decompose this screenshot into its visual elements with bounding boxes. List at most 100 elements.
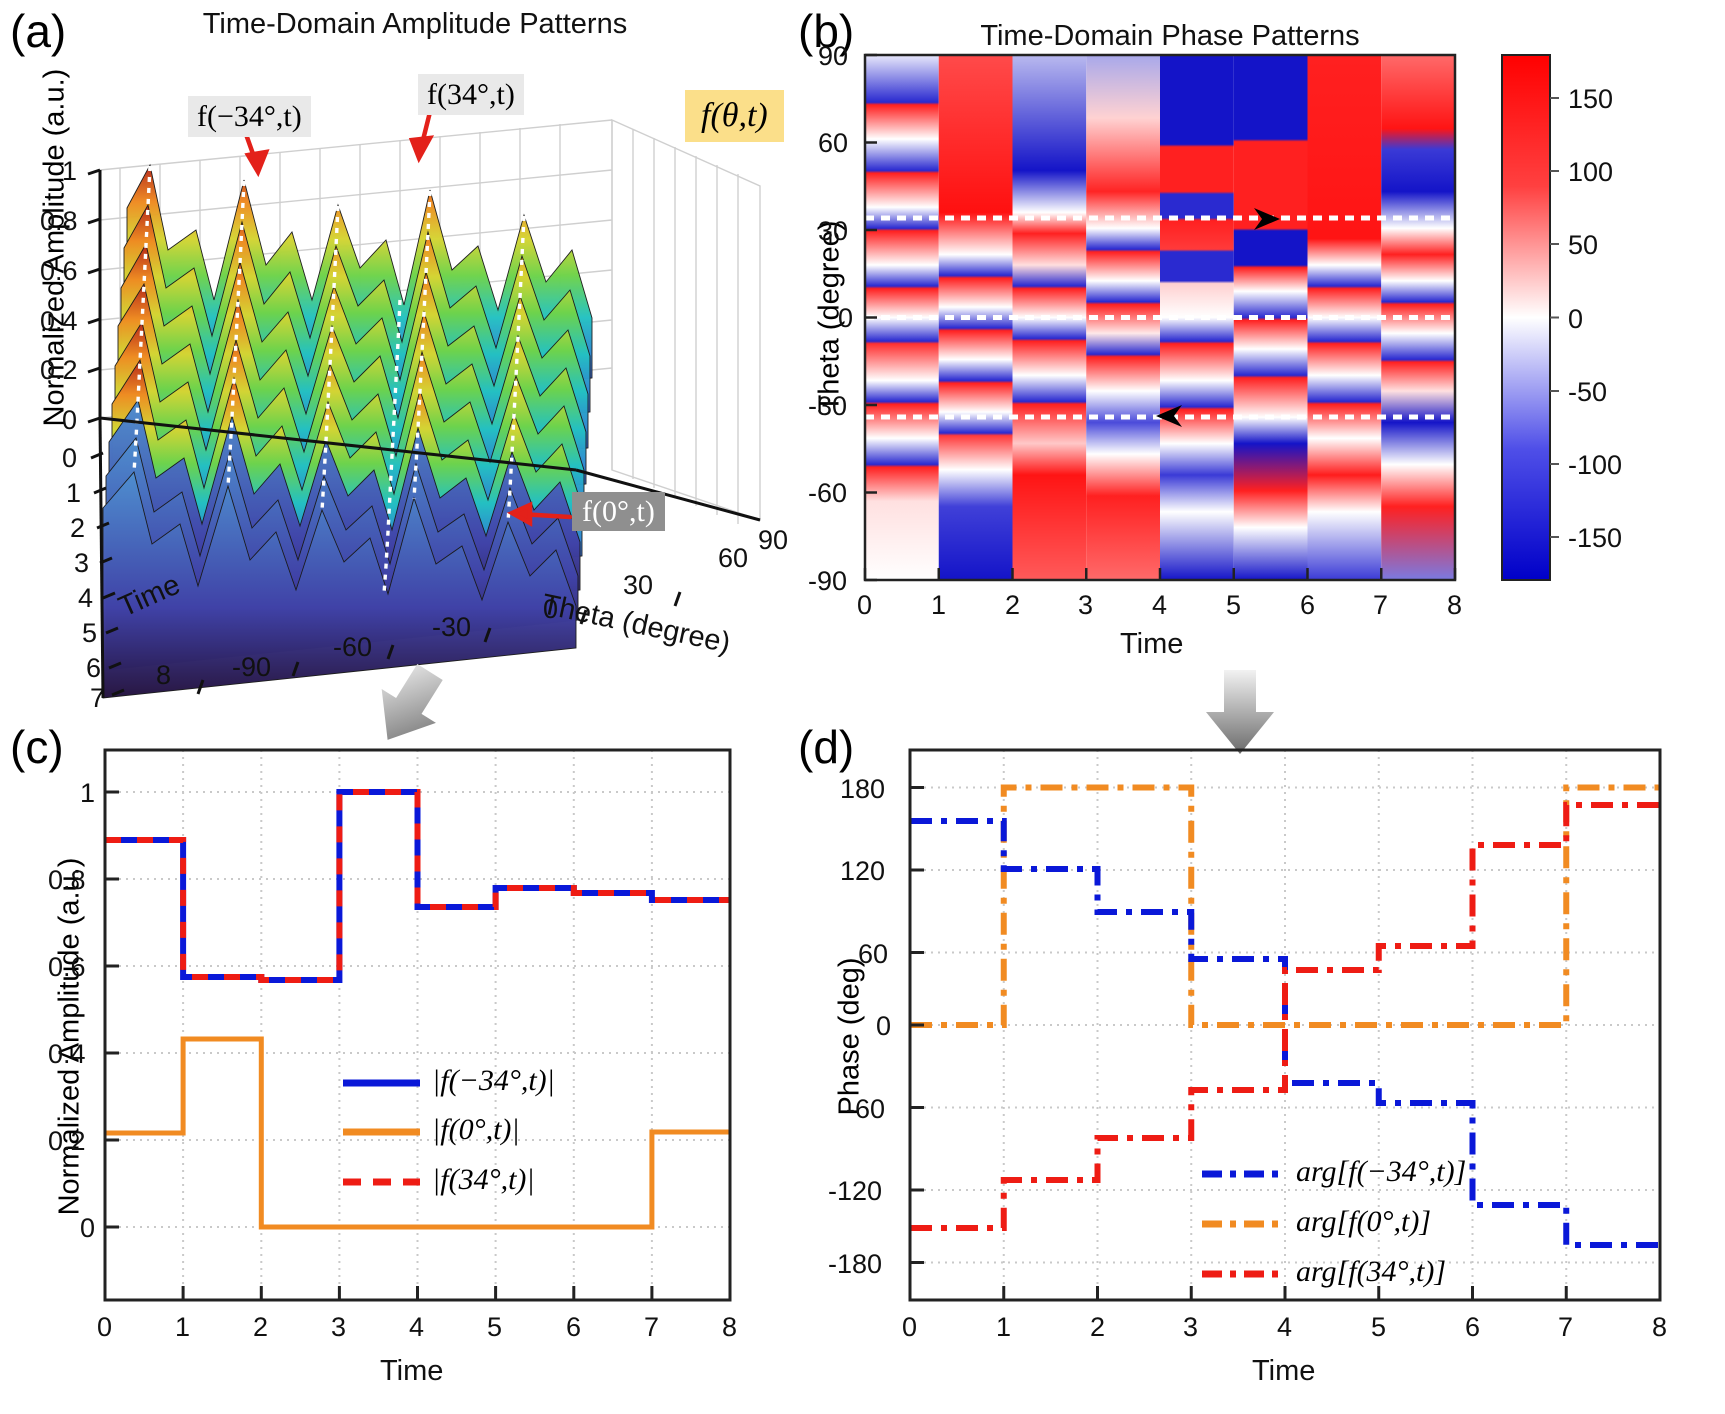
panel-d-legend-swatches	[1202, 1170, 1284, 1278]
d-ytick-180: 180	[840, 774, 886, 804]
d-xtick-0: 0	[902, 1312, 918, 1342]
panel-b: (b) Time-Domain Phase Patterns Theta (de…	[790, 0, 1725, 700]
arrow-markers	[1156, 208, 1280, 427]
b-ytick-30: 30	[818, 216, 849, 246]
theta-axis-ticks	[196, 591, 682, 695]
cbar-n150: -150	[1568, 523, 1623, 553]
series-fpos34-phase	[910, 802, 1660, 1231]
panel-a-title: Time-Domain Amplitude Patterns	[202, 8, 628, 40]
panel-d: (d) Phase (deg)	[790, 700, 1725, 1414]
d-legend-item-pos34: arg[f(34°,t)]	[1296, 1255, 1447, 1288]
a-ytick-08: 0.8	[40, 206, 78, 236]
c-ytick-1: 1	[80, 778, 96, 808]
c-xtick-2: 2	[253, 1312, 269, 1342]
annotation-zero-text: f(0°,t)	[572, 492, 665, 531]
annotation-zero: f(0°,t)	[572, 492, 665, 531]
d-ytick-n180: -180	[828, 1249, 883, 1279]
colorbar	[1501, 54, 1551, 581]
series-f0-amplitude	[105, 1036, 730, 1230]
d-ytick-60: 60	[858, 939, 889, 969]
axis-lines	[98, 170, 761, 699]
c-xtick-4: 4	[409, 1312, 425, 1342]
panel-c: (c) Normalized Amplitude (a.u.)	[0, 700, 800, 1414]
c-xtick-5: 5	[487, 1312, 503, 1342]
series-fpos34-amplitude	[105, 789, 730, 983]
b-xticks	[863, 568, 1457, 580]
d-ytick-n120: -120	[828, 1176, 883, 1206]
a-theta-n30: -30	[432, 612, 472, 642]
annotation-neg34: f(−34°,t)	[188, 96, 311, 137]
a-theta-n60: -60	[333, 632, 373, 662]
a-time-2: 2	[70, 513, 86, 543]
b-xtick-0: 0	[857, 590, 873, 620]
surface-ribbons	[102, 163, 593, 699]
z-axis-ticks	[87, 168, 101, 424]
panel-c-xticks	[103, 1286, 732, 1300]
a-time-8: 8	[156, 660, 172, 690]
panel-c-legend-swatches	[343, 1079, 420, 1186]
surface-3d-plot	[87, 109, 761, 699]
a-time-3: 3	[74, 548, 90, 578]
b-xtick-1: 1	[931, 590, 947, 620]
annotation-neg34-text: f(−34°,t)	[188, 96, 311, 137]
annotation-arrows	[239, 109, 573, 527]
arrow-b-to-d	[1206, 670, 1274, 754]
panel-c-label: (c)	[10, 721, 64, 773]
c-ytick-04: 0.4	[48, 1039, 86, 1069]
d-xtick-1: 1	[996, 1312, 1012, 1342]
cbar-n100: -100	[1568, 450, 1623, 480]
c-legend-item-pos34: |f(34°,t)|	[432, 1163, 535, 1196]
annotation-pos34: f(34°,t)	[418, 74, 524, 115]
panel-d-plot	[908, 748, 1662, 1302]
panel-d-xticks	[908, 1286, 1662, 1300]
colorbar-ticks	[1550, 97, 1559, 538]
b-ytick-90: 90	[818, 41, 849, 71]
a-time-6: 6	[86, 653, 102, 683]
b-xtick-4: 4	[1152, 590, 1168, 620]
a-time-0: 0	[62, 443, 78, 473]
series-fneg34-amplitude	[105, 789, 730, 983]
c-xtick-6: 6	[566, 1312, 582, 1342]
d-xlabel: Time	[1252, 1355, 1316, 1387]
panel-d-label: (d)	[798, 721, 855, 773]
d-ytick-n60: -60	[846, 1094, 886, 1124]
panel-a-label: (a)	[10, 5, 67, 57]
cbar-150: 150	[1568, 84, 1614, 114]
a-theta-90: 90	[758, 525, 789, 555]
c-xtick-0: 0	[97, 1312, 113, 1342]
b-xtick-7: 7	[1373, 590, 1389, 620]
a-ytick-0: 0	[62, 405, 78, 435]
a-theta-60: 60	[718, 543, 749, 573]
c-legend-item-zero: |f(0°,t)|	[432, 1113, 520, 1146]
a-time-4: 4	[78, 583, 94, 613]
a-ytick-02: 0.2	[40, 355, 78, 385]
arrow-marker-left	[1156, 405, 1182, 427]
d-xtick-6: 6	[1465, 1312, 1481, 1342]
a-ytick-1: 1	[62, 156, 78, 186]
c-xtick-7: 7	[644, 1312, 660, 1342]
series-fneg34-phase	[910, 818, 1660, 1248]
cbar-100: 100	[1568, 157, 1614, 187]
c-ytick-0: 0	[80, 1213, 96, 1243]
a-theta-30: 30	[623, 570, 654, 600]
d-xtick-4: 4	[1277, 1312, 1293, 1342]
d-xtick-5: 5	[1371, 1312, 1387, 1342]
a-theta-n90: -90	[232, 652, 272, 682]
panel-b-label: (b)	[798, 5, 855, 57]
panel-d-yticks	[910, 786, 924, 1264]
arrow-marker-right	[1254, 208, 1280, 230]
d-ytick-0: 0	[876, 1011, 892, 1041]
a-time-5: 5	[82, 618, 98, 648]
panel-c-yticks	[105, 790, 119, 1229]
panel-d-grid	[910, 750, 1660, 1300]
a-theta-0: 0	[543, 594, 559, 624]
b-ytick-0: 0	[838, 303, 854, 333]
panel-b-title: Time-Domain Phase Patterns	[980, 20, 1360, 52]
d-ytick-120: 120	[840, 856, 886, 886]
b-xtick-8: 8	[1447, 590, 1463, 620]
b-xlabel: Time	[1120, 628, 1184, 660]
b-xtick-5: 5	[1226, 590, 1242, 620]
b-ytick-n90: -90	[808, 566, 848, 596]
b-xtick-6: 6	[1300, 590, 1316, 620]
arrow-a-to-c	[381, 664, 443, 740]
